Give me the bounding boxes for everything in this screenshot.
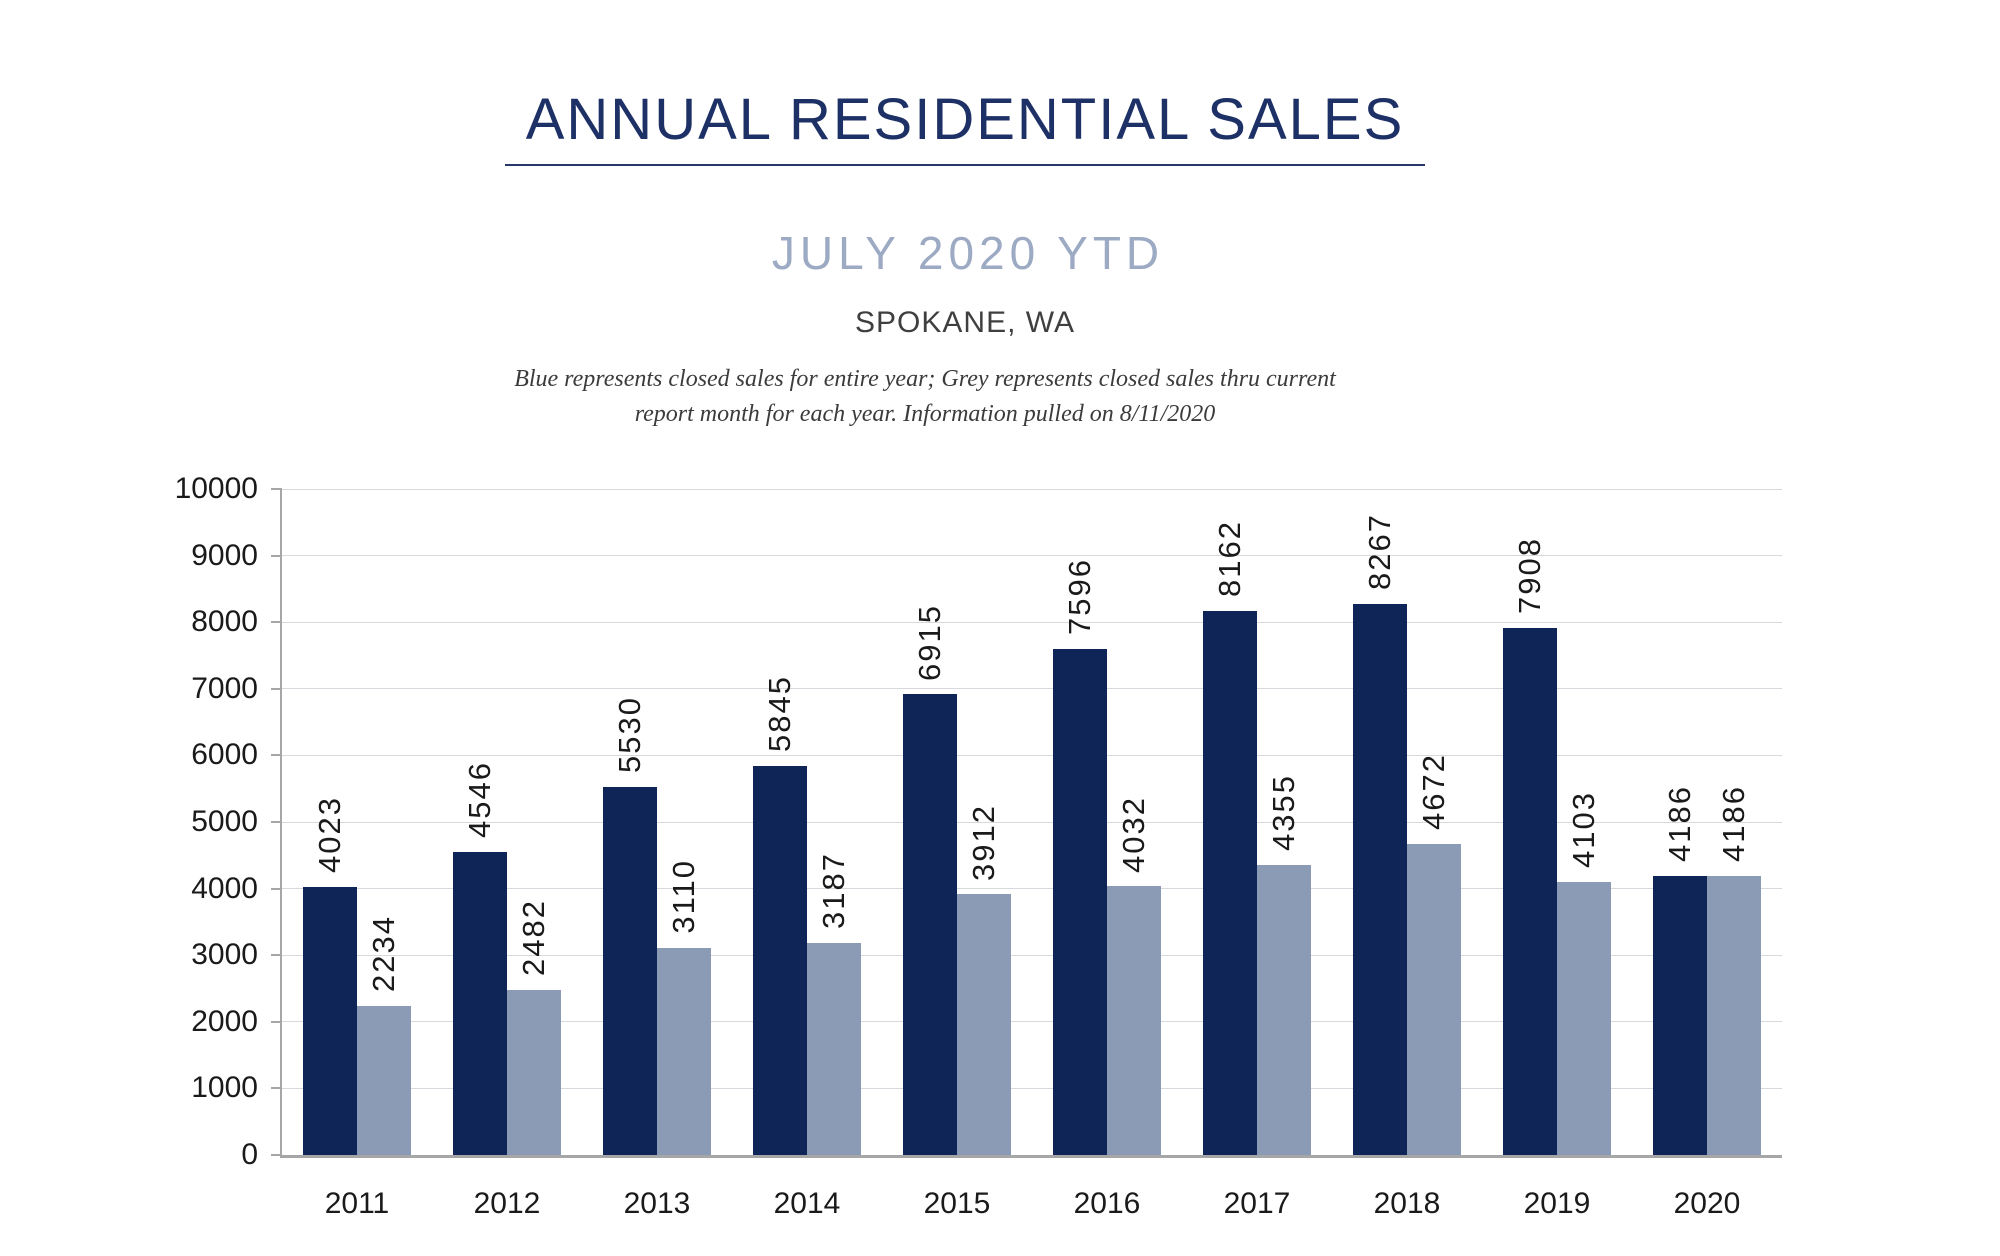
bar-value-label: 7908 bbox=[1512, 537, 1547, 615]
bar-ytd-2015 bbox=[957, 894, 1011, 1155]
gridline bbox=[282, 821, 1782, 823]
y-axis-tick bbox=[271, 554, 282, 557]
y-axis-tick bbox=[271, 488, 282, 490]
y-axis-tick-label: 4000 bbox=[191, 871, 258, 905]
y-axis-tick-label: 6000 bbox=[191, 738, 258, 772]
bar-value-label: 4355 bbox=[1266, 774, 1301, 851]
bar-value-label: 3912 bbox=[966, 803, 1001, 881]
y-axis-tick bbox=[271, 821, 282, 823]
bar-value-label: 4023 bbox=[312, 796, 347, 874]
y-axis-tick-label: 5000 bbox=[191, 805, 258, 838]
y-axis-tick bbox=[271, 1020, 282, 1023]
bar-value-label: 4186 bbox=[1716, 785, 1751, 863]
bar-ytd-2011 bbox=[357, 1006, 411, 1155]
bar-value-label: 8162 bbox=[1212, 520, 1247, 598]
x-axis-label-2011: 2011 bbox=[324, 1187, 390, 1220]
y-axis-tick-label: 10000 bbox=[174, 472, 258, 505]
y-axis-tick-label: 2000 bbox=[191, 1004, 258, 1038]
y-axis-tick bbox=[271, 954, 282, 957]
gridline bbox=[282, 488, 1782, 490]
bar-value-label: 8267 bbox=[1362, 513, 1397, 591]
x-axis-label-2014: 2014 bbox=[773, 1187, 841, 1220]
bar-ytd-2019 bbox=[1557, 881, 1611, 1155]
y-axis-tick bbox=[271, 621, 282, 624]
bar-value-label: 4546 bbox=[462, 761, 497, 839]
bar-entire-year-2014 bbox=[753, 765, 807, 1155]
bar-value-label: 2482 bbox=[516, 898, 551, 976]
gridline bbox=[282, 1021, 1782, 1023]
bar-entire-year-2012 bbox=[453, 852, 507, 1155]
bar-value-label: 3187 bbox=[816, 851, 851, 929]
gridline bbox=[282, 888, 1782, 890]
bar-value-label: 5530 bbox=[612, 695, 647, 773]
location-label: SPOKANE, WA bbox=[855, 306, 1075, 339]
y-axis-tick bbox=[271, 887, 282, 890]
bar-entire-year-2019 bbox=[1503, 628, 1557, 1155]
title-underline-divider bbox=[505, 164, 1425, 166]
bar-entire-year-2011 bbox=[303, 887, 357, 1155]
y-axis-tick-label: 3000 bbox=[191, 938, 258, 972]
bar-ytd-2016 bbox=[1107, 886, 1161, 1155]
bar-value-label: 4032 bbox=[1116, 795, 1151, 873]
bar-ytd-2012 bbox=[507, 989, 561, 1155]
bar-value-label: 4103 bbox=[1566, 790, 1601, 868]
y-axis-tick bbox=[271, 687, 282, 690]
gridline bbox=[282, 1087, 1782, 1089]
x-axis-label-2017: 2017 bbox=[1223, 1187, 1291, 1220]
page-subtitle: JULY 2020 YTD bbox=[771, 227, 1165, 279]
chart-plot-area: 0 1000 2000 3000 4000 5000 6000 7000 8000 9000 100… bbox=[175, 473, 1782, 1220]
gridline bbox=[282, 754, 1782, 756]
bar-entire-year-2016 bbox=[1053, 649, 1107, 1155]
bar-entire-year-2018 bbox=[1353, 604, 1407, 1155]
gridline bbox=[282, 954, 1782, 956]
bar-value-label: 4186 bbox=[1662, 785, 1697, 863]
chart-note-line-2: report month for each year. Information … bbox=[634, 401, 1216, 427]
y-axis-tick bbox=[271, 1087, 282, 1090]
y-axis-tick-label: 0 bbox=[241, 1138, 258, 1171]
bar-value-label: 3110 bbox=[666, 859, 701, 934]
y-axis-tick-label: 1000 bbox=[191, 1071, 258, 1105]
y-axis-tick-label: 9000 bbox=[191, 538, 258, 572]
bar-value-label: 4672 bbox=[1416, 752, 1451, 830]
x-axis-label-2016: 2016 bbox=[1073, 1187, 1141, 1220]
bar-ytd-2018 bbox=[1407, 843, 1461, 1155]
bar-ytd-2014 bbox=[807, 942, 861, 1155]
x-axis-label-2013: 2013 bbox=[623, 1187, 691, 1220]
page-title: ANNUAL RESIDENTIAL SALES bbox=[525, 87, 1405, 152]
x-axis-label-2018: 2018 bbox=[1373, 1187, 1441, 1220]
gridline bbox=[282, 555, 1782, 557]
bar-value-label: 7596 bbox=[1062, 558, 1097, 636]
bar-ytd-2013 bbox=[657, 947, 711, 1155]
y-axis-tick bbox=[271, 1154, 282, 1156]
bar-value-label: 6915 bbox=[912, 603, 947, 681]
gridline bbox=[282, 621, 1782, 623]
bar-ytd-2017 bbox=[1257, 864, 1311, 1155]
x-axis-label-2019: 2019 bbox=[1523, 1187, 1591, 1220]
bar-entire-year-2020 bbox=[1653, 876, 1707, 1155]
bar-value-label: 2234 bbox=[366, 915, 401, 993]
x-axis-label-2020: 2020 bbox=[1673, 1187, 1741, 1220]
bar-value-label: 5845 bbox=[762, 674, 797, 752]
y-axis-tick bbox=[271, 754, 282, 757]
chart-note-line-1: Blue represents closed sales for entire … bbox=[514, 366, 1336, 392]
bar-entire-year-2015 bbox=[903, 694, 957, 1155]
y-axis-tick-label: 8000 bbox=[191, 605, 258, 639]
x-axis-label-2012: 2012 bbox=[473, 1187, 541, 1220]
x-axis-label-2015: 2015 bbox=[923, 1187, 991, 1220]
bar-entire-year-2017 bbox=[1203, 611, 1257, 1155]
y-axis-tick-label: 7000 bbox=[191, 671, 258, 705]
bar-entire-year-2013 bbox=[603, 786, 657, 1155]
bar-ytd-2020 bbox=[1707, 876, 1761, 1155]
gridline bbox=[282, 688, 1782, 690]
